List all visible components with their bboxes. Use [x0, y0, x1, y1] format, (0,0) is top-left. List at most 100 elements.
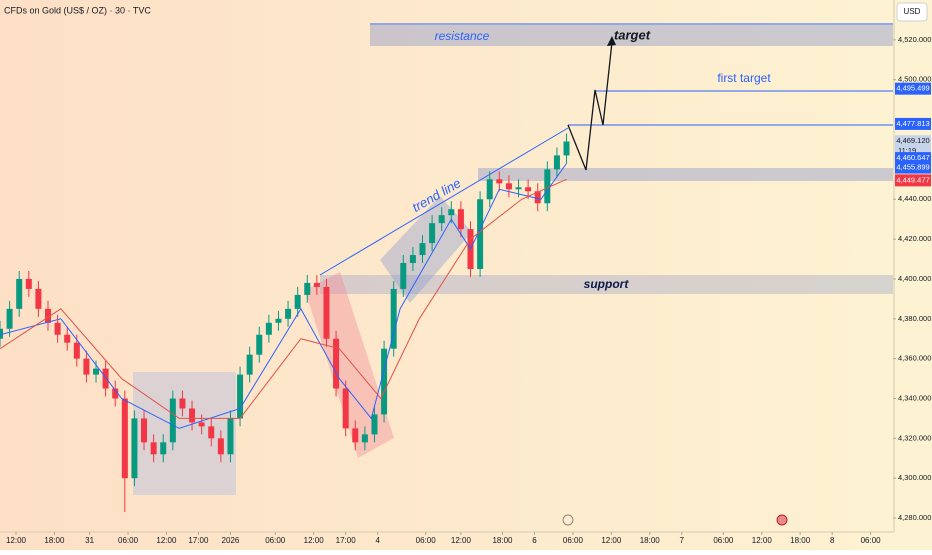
price-label: 4,477.813	[896, 119, 929, 128]
y-tick-label: 4,340.000	[898, 393, 931, 402]
candle-body	[429, 223, 436, 244]
moving-average	[0, 163, 567, 429]
candle-body	[400, 263, 407, 289]
x-tick-label: 7	[680, 536, 685, 545]
candle-body	[0, 328, 3, 339]
currency-button[interactable]	[896, 2, 928, 22]
y-tick-label: 4,520.000	[898, 35, 931, 44]
first-target-label: first target	[717, 71, 771, 85]
candle-body	[496, 179, 503, 184]
x-tick-label: 06:00	[861, 536, 882, 545]
y-tick-label: 4,300.000	[898, 473, 931, 482]
candle-body	[381, 348, 388, 415]
x-tick-label: 06:00	[416, 536, 437, 545]
price-countdown: 11:19	[898, 146, 916, 155]
price-label: 4,460.647	[896, 153, 929, 162]
candle-body	[208, 426, 215, 439]
candle-body	[227, 418, 234, 455]
x-tick-label: 06:00	[563, 536, 584, 545]
x-tick-label: 6	[532, 536, 537, 545]
price-label: 4,455.899	[896, 163, 929, 172]
candle-body	[505, 183, 512, 190]
candle-body	[390, 288, 397, 349]
candle-body	[333, 338, 340, 389]
candle-body	[419, 243, 426, 256]
candle-body	[64, 334, 71, 343]
candle-body	[285, 308, 292, 319]
x-tick-label: 18:00	[44, 536, 65, 545]
candle-body	[16, 278, 23, 309]
x-tick-label: 12:00	[6, 536, 27, 545]
y-tick-label: 4,400.000	[898, 274, 931, 283]
candle-body	[457, 209, 464, 230]
support-label: support	[584, 277, 630, 291]
price-label-box	[895, 174, 931, 187]
candle-body	[102, 368, 109, 389]
zone	[478, 168, 893, 181]
x-tick-label: 4	[375, 536, 380, 545]
price-label: 4,495.499	[896, 84, 929, 93]
candle-body	[477, 199, 484, 269]
target-label: target	[614, 27, 651, 42]
x-tick-label: 12:00	[156, 536, 177, 545]
candle-body	[121, 398, 128, 479]
price-label-box	[895, 135, 931, 158]
x-tick-label: 17:00	[336, 536, 357, 545]
y-tick-label: 4,420.000	[898, 234, 931, 243]
y-tick-label: 4,280.000	[898, 513, 931, 522]
candle-body	[83, 358, 90, 375]
event-icon[interactable]	[562, 514, 574, 526]
candle-body	[54, 322, 61, 335]
candle-body	[179, 398, 186, 409]
x-tick-label: 8	[830, 536, 835, 545]
price-label: 4,469.120	[896, 136, 929, 145]
candle-body	[73, 342, 80, 359]
price-label-box	[895, 117, 931, 130]
candle-body	[361, 434, 368, 443]
arrow-head	[607, 36, 616, 46]
price-label-box	[895, 152, 931, 165]
candle-body	[294, 294, 301, 309]
x-tick-label: 06:00	[118, 536, 139, 545]
candle-body	[256, 334, 263, 355]
x-tick-label: 12:00	[304, 536, 325, 545]
candle-body	[112, 388, 119, 399]
x-tick-label: 12:00	[601, 536, 622, 545]
x-tick-label: 06:00	[713, 536, 734, 545]
candle-body	[371, 414, 378, 435]
candle-body	[275, 318, 282, 323]
y-tick-label: 4,360.000	[898, 354, 931, 363]
candle-body	[438, 215, 445, 224]
price-label-box	[895, 161, 931, 174]
candle-body	[265, 322, 272, 335]
candle-body	[45, 308, 52, 323]
y-tick-label: 4,320.000	[898, 433, 931, 442]
x-tick-label: 18:00	[790, 536, 811, 545]
candle-body	[544, 169, 551, 204]
candle-body	[160, 442, 167, 455]
resistance-zone	[370, 25, 893, 46]
event-flag[interactable]	[776, 514, 788, 526]
candle-body	[237, 374, 244, 419]
candle-body	[198, 422, 205, 427]
x-tick-label: 12:00	[451, 536, 472, 545]
trend-line	[319, 127, 569, 276]
candle-body	[169, 398, 176, 443]
candle-body	[313, 282, 320, 287]
candle-body	[323, 286, 330, 339]
x-tick-label: 12:00	[752, 536, 773, 545]
candle-body	[563, 141, 570, 156]
x-tick-label: 18:00	[492, 536, 513, 545]
x-tick-label: 06:00	[265, 536, 286, 545]
candle-body	[25, 278, 32, 289]
projection-path	[567, 41, 613, 171]
resistance-label: resistance	[435, 29, 490, 43]
y-tick-label: 4,440.000	[898, 194, 931, 203]
x-tick-label: 17:00	[188, 536, 209, 545]
x-tick-label: 31	[85, 536, 94, 545]
candle-body	[534, 191, 541, 204]
candle-body	[515, 187, 522, 190]
currency-label[interactable]: USD	[904, 7, 921, 16]
candle-body	[553, 155, 560, 170]
